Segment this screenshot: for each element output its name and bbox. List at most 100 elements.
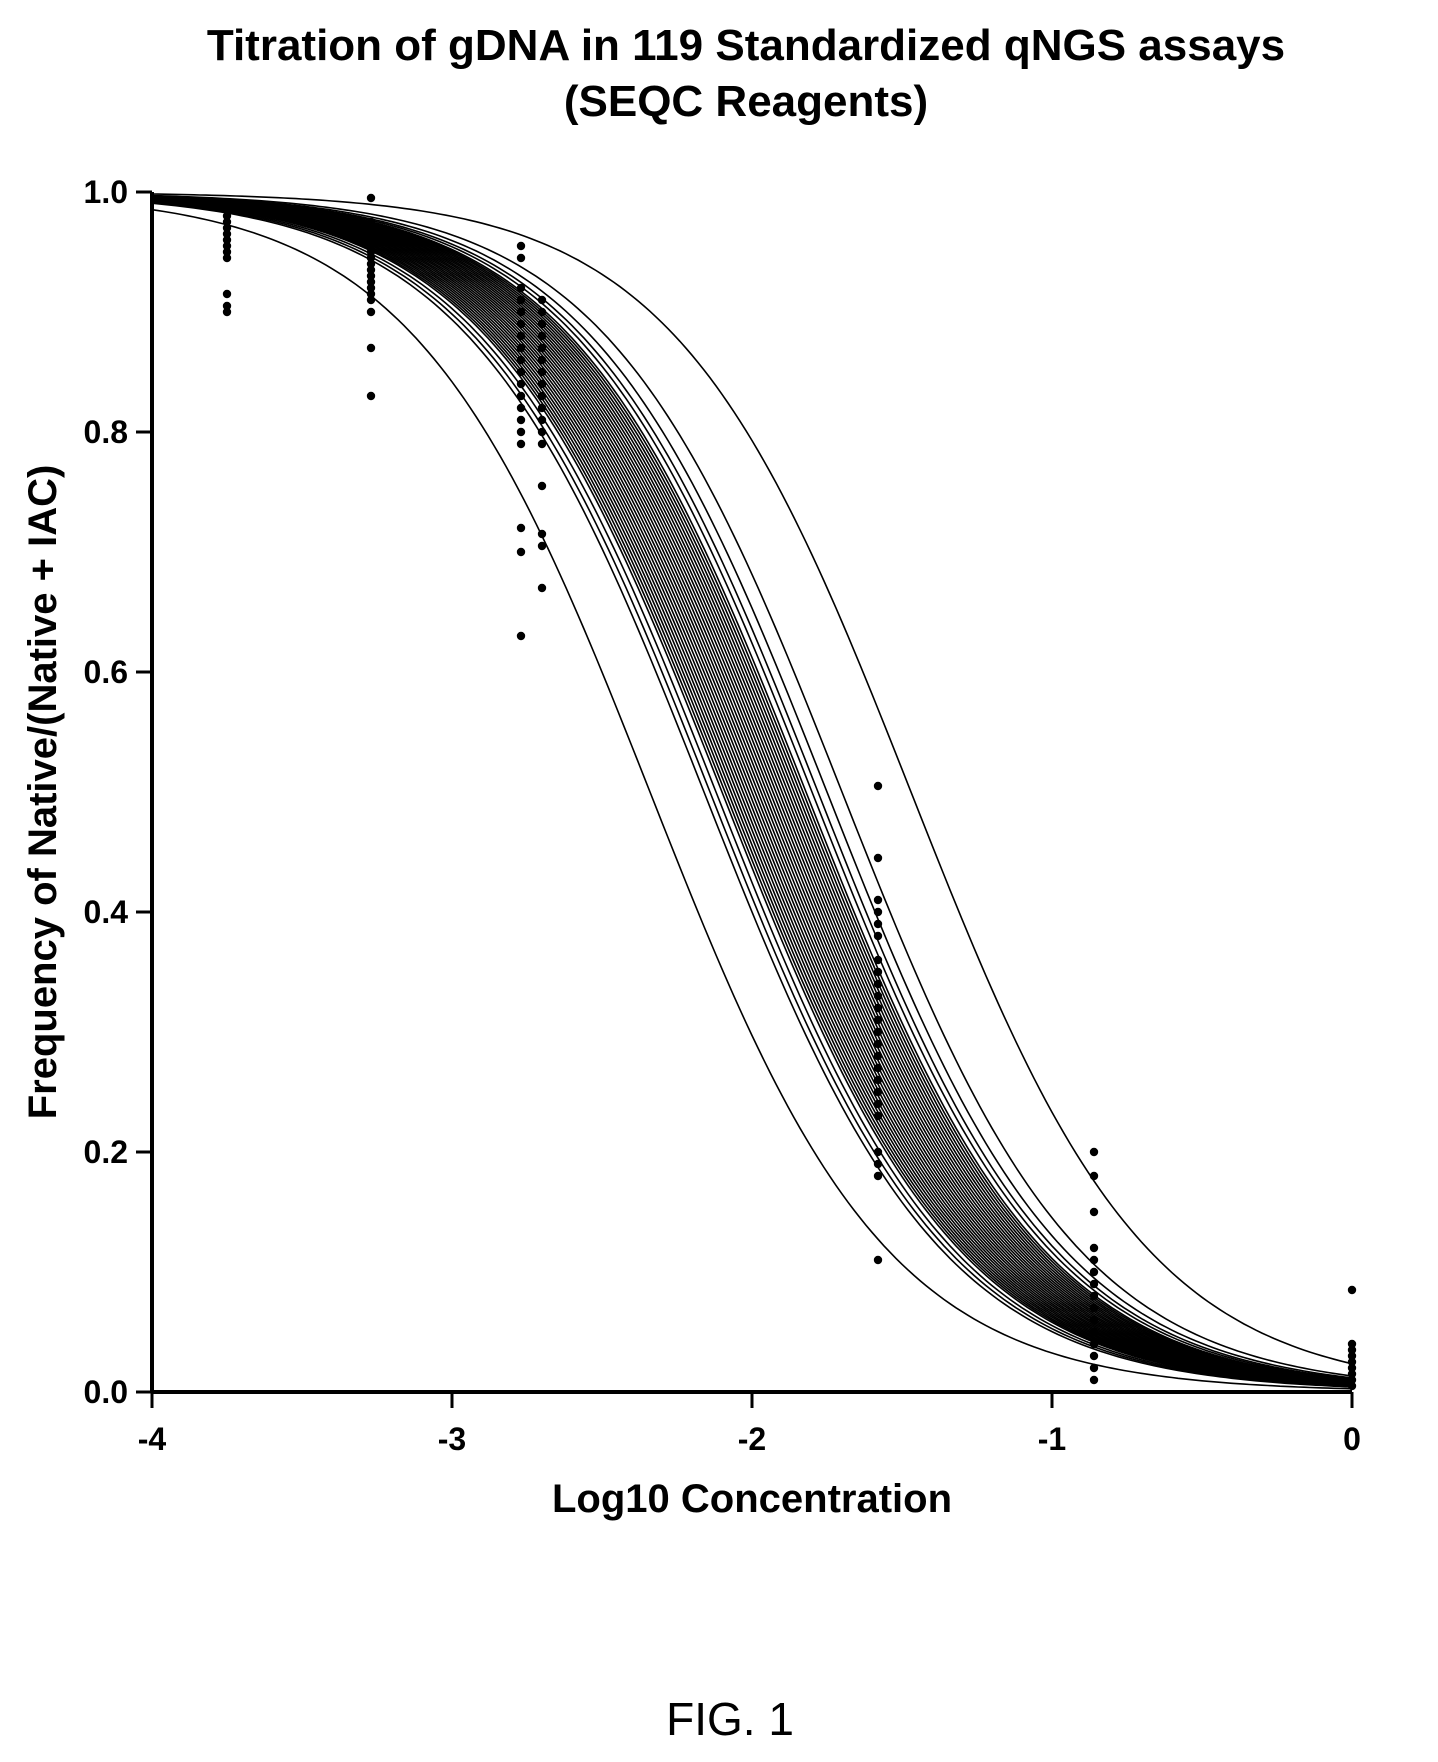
- data-point: [537, 481, 547, 491]
- data-point: [222, 235, 232, 245]
- data-point: [516, 283, 526, 293]
- x-axis-title: Log10 Concentration: [552, 1477, 952, 1521]
- data-point: [873, 1099, 883, 1109]
- data-point: [516, 403, 526, 413]
- chart-title-line-2: (SEQC Reagents): [564, 77, 928, 126]
- y-tick-label: 0.2: [84, 1134, 128, 1170]
- data-point: [873, 1063, 883, 1073]
- data-point: [366, 265, 376, 275]
- x-tick-label: -2: [738, 1421, 766, 1457]
- fitted-curves: [151, 193, 1353, 1390]
- fit-curve: [151, 202, 1353, 1388]
- data-point: [873, 931, 883, 941]
- data-point: [366, 283, 376, 293]
- data-point: [222, 241, 232, 251]
- data-point: [516, 523, 526, 533]
- data-point: [537, 391, 547, 401]
- data-point: [1347, 1339, 1357, 1349]
- data-point: [537, 367, 547, 377]
- y-tick-label: 0.6: [84, 654, 128, 690]
- data-point: [516, 415, 526, 425]
- data-point: [873, 1111, 883, 1121]
- data-point: [537, 307, 547, 317]
- data-point: [1347, 1369, 1357, 1379]
- y-tick-label: 1.0: [84, 174, 128, 210]
- fit-curve: [151, 199, 1353, 1387]
- fit-curve: [151, 195, 1353, 1381]
- data-point: [537, 541, 547, 551]
- fit-curve: [151, 196, 1353, 1383]
- y-ticks: 0.0 0.2 0.4 0.6 0.8 1.0: [84, 174, 152, 1410]
- data-point: [873, 1039, 883, 1049]
- data-point: [222, 247, 232, 257]
- data-point: [222, 229, 232, 239]
- data-point: [366, 229, 376, 239]
- data-point: [873, 1087, 883, 1097]
- fit-curve: [151, 199, 1353, 1386]
- data-point: [366, 289, 376, 299]
- data-point: [366, 253, 376, 263]
- fit-curve: [151, 198, 1353, 1385]
- fit-curve: [151, 196, 1353, 1381]
- x-tick-label: -4: [138, 1421, 167, 1457]
- data-point: [1347, 1345, 1357, 1355]
- plot-area: -4 -3 -2 -1 0 0.0 0.2 0.4 0.6 0.8 1.0: [84, 174, 1361, 1457]
- data-point: [222, 217, 232, 227]
- fit-curve: [151, 193, 1353, 1365]
- data-point: [516, 367, 526, 377]
- data-point: [1089, 1147, 1099, 1157]
- data-points: [222, 193, 1357, 1391]
- data-point: [516, 307, 526, 317]
- data-point: [222, 211, 232, 221]
- data-point: [366, 241, 376, 251]
- fit-curve: [151, 196, 1353, 1382]
- data-point: [222, 199, 232, 209]
- data-point: [873, 1159, 883, 1169]
- data-point: [1089, 1351, 1099, 1361]
- fit-curve: [151, 198, 1353, 1385]
- y-tick-label: 0.4: [84, 894, 129, 930]
- fit-curve: [151, 198, 1353, 1386]
- data-point: [1347, 1357, 1357, 1367]
- chart-title-line-1: Titration of gDNA in 119 Standardized qN…: [207, 21, 1285, 70]
- y-tick-label: 0.8: [84, 414, 128, 450]
- data-point: [537, 343, 547, 353]
- data-point: [516, 631, 526, 641]
- data-point: [366, 295, 376, 305]
- y-axis-title: Frequency of Native/(Native + IAC): [21, 465, 65, 1120]
- data-point: [516, 343, 526, 353]
- data-point: [537, 331, 547, 341]
- data-point: [537, 403, 547, 413]
- data-point: [873, 907, 883, 917]
- data-point: [873, 1075, 883, 1085]
- data-point: [1089, 1339, 1099, 1349]
- data-point: [1089, 1207, 1099, 1217]
- data-point: [222, 289, 232, 299]
- fit-curve: [151, 196, 1353, 1382]
- x-tick-label: -3: [438, 1421, 466, 1457]
- fit-curve: [151, 196, 1353, 1382]
- data-point: [1089, 1291, 1099, 1301]
- data-point: [1347, 1351, 1357, 1361]
- fit-curve: [151, 199, 1353, 1386]
- data-point: [873, 955, 883, 965]
- data-point: [222, 253, 232, 263]
- data-point: [366, 391, 376, 401]
- data-point: [873, 1015, 883, 1025]
- y-tick-label: 0.0: [84, 1374, 128, 1410]
- data-point: [537, 295, 547, 305]
- data-point: [1347, 1363, 1357, 1373]
- data-point: [1089, 1243, 1099, 1253]
- fit-curve: [151, 200, 1353, 1387]
- data-point: [873, 853, 883, 863]
- data-point: [222, 301, 232, 311]
- data-point: [537, 415, 547, 425]
- data-point: [222, 223, 232, 233]
- data-point: [516, 241, 526, 251]
- data-point: [1089, 1363, 1099, 1373]
- data-point: [222, 307, 232, 317]
- data-point: [537, 319, 547, 329]
- x-ticks: -4 -3 -2 -1 0: [138, 1392, 1361, 1457]
- data-point: [366, 271, 376, 281]
- data-point: [516, 355, 526, 365]
